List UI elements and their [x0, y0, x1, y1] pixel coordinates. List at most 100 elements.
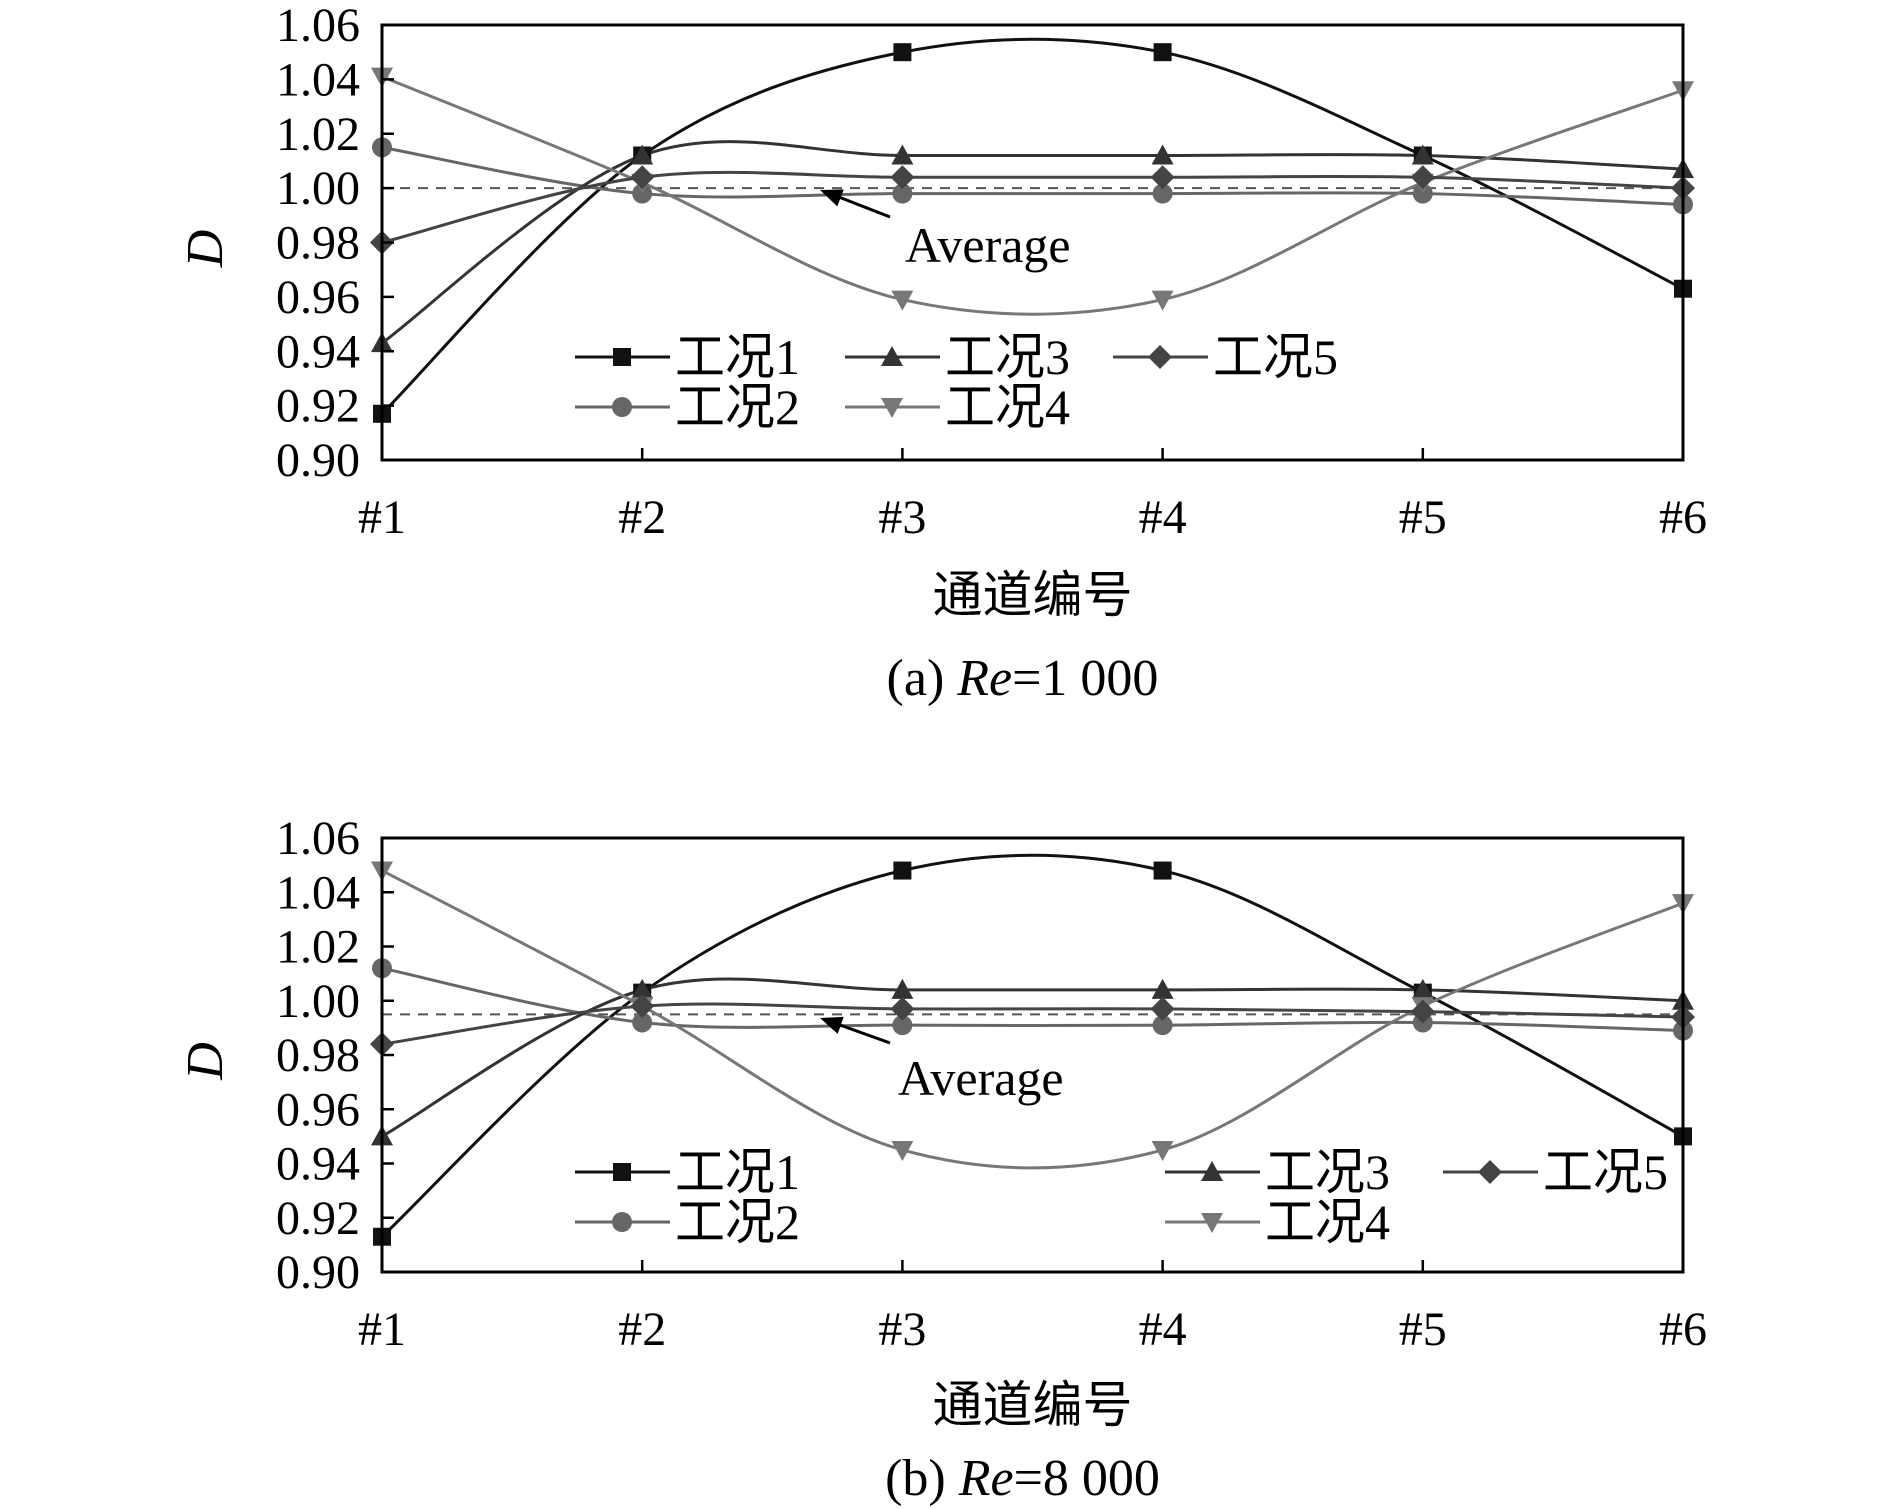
- y-tick-label: 0.94: [276, 1138, 360, 1191]
- data-point-s3-4: [1151, 978, 1174, 999]
- y-tick-label: 0.92: [276, 380, 360, 433]
- data-point-s3-2: [631, 978, 654, 999]
- legend-marker: [612, 1212, 632, 1232]
- legend-marker: [1478, 1160, 1502, 1184]
- y-tick-label: 1.02: [276, 108, 360, 161]
- x-tick-label: #6: [1659, 1303, 1707, 1356]
- x-tick-label: #4: [1139, 491, 1187, 544]
- series-line-3: [381, 140, 1684, 345]
- data-point-s5-2: [630, 165, 655, 190]
- data-point-s1-3: [893, 43, 912, 62]
- x-tick-label: #5: [1399, 491, 1447, 544]
- data-point-s1-4: [1153, 43, 1172, 62]
- y-tick-label: 0.98: [276, 1029, 360, 1082]
- data-point-s5-3: [890, 996, 915, 1021]
- legend-label: 工况4: [945, 379, 1070, 435]
- y-tick-label: 0.96: [276, 1083, 360, 1136]
- data-point-s2-4: [1152, 1015, 1173, 1036]
- legend-item-4: 工况4: [845, 379, 1070, 435]
- x-tick-label: #5: [1399, 1303, 1447, 1356]
- data-point-s3-5: [1411, 978, 1434, 999]
- annotation-arrowhead: [820, 1016, 844, 1034]
- legend-marker: [613, 1163, 631, 1181]
- y-tick-label: 1.00: [276, 162, 360, 215]
- x-axis-title: 通道编号: [933, 567, 1133, 623]
- average-annotation: Average: [898, 1050, 1064, 1106]
- legend-marker: [881, 346, 903, 366]
- legend-marker: [881, 398, 903, 418]
- panel-caption: (b) Re=8 000: [885, 1450, 1160, 1507]
- y-tick-label: 0.94: [276, 325, 360, 378]
- legend-marker: [1201, 1213, 1223, 1233]
- legend-label: 工况5: [1543, 1144, 1668, 1200]
- legend-marker: [1201, 1161, 1223, 1181]
- x-tick-label: #4: [1139, 1303, 1187, 1356]
- legend-marker: [613, 348, 631, 366]
- legend-item-5: 工况5: [1113, 329, 1338, 385]
- legend-item-1: 工况1: [575, 329, 800, 385]
- y-tick-label: 0.96: [276, 271, 360, 324]
- data-point-s5-3: [890, 165, 915, 190]
- legend-label: 工况3: [1265, 1144, 1390, 1200]
- legend-label: 工况4: [1265, 1194, 1390, 1250]
- x-tick-label: #1: [358, 1303, 406, 1356]
- legend-label: 工况2: [675, 1194, 800, 1250]
- legend-label: 工况3: [945, 329, 1070, 385]
- y-tick-label: 1.04: [276, 53, 360, 106]
- x-axis-title: 通道编号: [933, 1377, 1133, 1433]
- data-point-s4-4: [1151, 1140, 1174, 1161]
- y-tick-label: 0.92: [276, 1192, 360, 1245]
- legend-item-2: 工况2: [575, 1194, 800, 1250]
- data-point-s5-4: [1150, 996, 1175, 1021]
- data-point-s5-5: [1410, 165, 1435, 190]
- legend-label: 工况5: [1213, 329, 1338, 385]
- data-point-s2-3: [892, 1015, 913, 1036]
- data-point-s4-4: [1151, 290, 1174, 311]
- legend-item-3: 工况3: [845, 329, 1070, 385]
- legend-item-1: 工况1: [575, 1144, 800, 1200]
- data-point-s3-3: [891, 978, 914, 999]
- legend-marker: [1148, 345, 1172, 369]
- legend-label: 工况1: [675, 1144, 800, 1200]
- data-point-s2-4: [1152, 183, 1173, 204]
- data-point-s5-4: [1150, 165, 1175, 190]
- x-tick-label: #6: [1659, 491, 1707, 544]
- series-line-2: [381, 966, 1684, 1033]
- x-tick-label: #1: [358, 491, 406, 544]
- chart-panel-b: 0.900.920.940.960.981.001.021.041.06 #1 #2…: [177, 812, 1707, 1507]
- y-axis-title: D: [177, 230, 234, 269]
- series-line-5: [381, 1002, 1684, 1046]
- data-point-s4-3: [891, 1140, 914, 1161]
- chart-panel-a: 0.900.920.940.960.981.001.021.041.06 #1 #2…: [177, 0, 1707, 707]
- data-point-s1-4: [1153, 861, 1172, 880]
- y-tick-label: 1.00: [276, 975, 360, 1028]
- legend-label: 工况1: [675, 329, 800, 385]
- data-point-s2-2: [632, 1012, 653, 1033]
- annotation-arrowhead: [820, 189, 844, 207]
- data-point-s1-3: [893, 861, 912, 880]
- data-point-s3-2: [631, 144, 654, 165]
- series-line-5: [381, 170, 1684, 244]
- series-line-4: [381, 869, 1684, 1170]
- series-line-4: [381, 75, 1684, 316]
- y-axis-title: D: [177, 1042, 234, 1081]
- series-line-1: [380, 37, 1684, 415]
- series-line-2: [381, 145, 1684, 206]
- legend-item-4: 工况4: [1165, 1194, 1390, 1250]
- y-tick-label: 1.06: [276, 0, 360, 52]
- legend-marker: [612, 397, 632, 417]
- data-point-s5-2: [630, 994, 655, 1019]
- data-point-s3-4: [1151, 144, 1174, 165]
- panel-caption: (a) Re=1 000: [887, 650, 1159, 707]
- legend-item-5: 工况5: [1443, 1144, 1668, 1200]
- x-tick-label: #3: [878, 1303, 926, 1356]
- y-tick-label: 1.06: [276, 812, 360, 865]
- y-tick-label: 1.02: [276, 921, 360, 974]
- y-tick-label: 0.98: [276, 217, 360, 270]
- legend-item-3: 工况3: [1165, 1144, 1390, 1200]
- y-tick-label: 0.90: [276, 434, 360, 487]
- y-tick-label: 1.04: [276, 866, 360, 919]
- legend-label: 工况2: [675, 379, 800, 435]
- average-annotation: Average: [905, 217, 1071, 273]
